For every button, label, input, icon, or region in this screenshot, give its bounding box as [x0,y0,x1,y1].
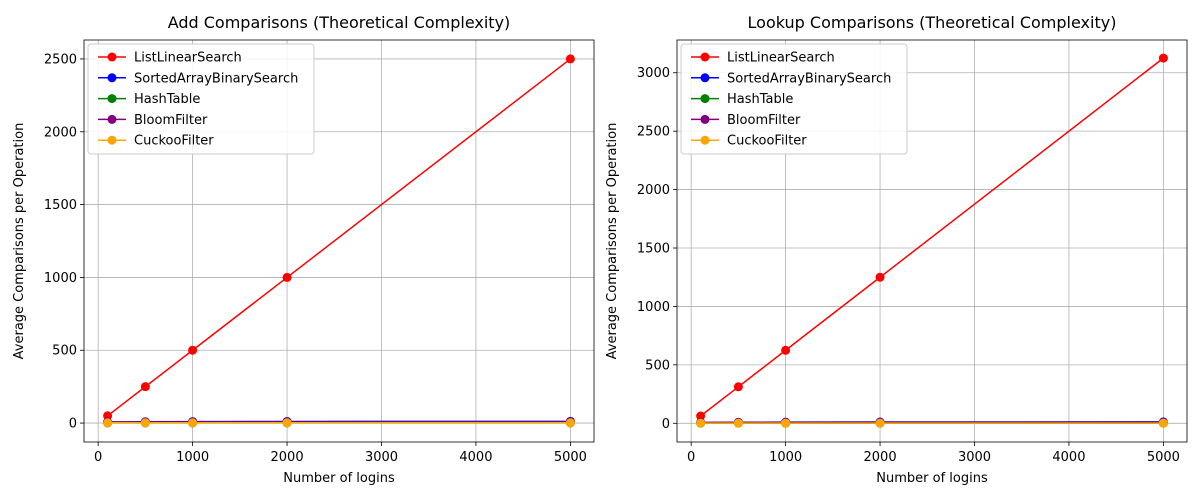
data-point-ListLinearSearch [733,382,743,392]
x-tick-label: 3000 [365,450,398,465]
legend-label: SortedArrayBinarySearch [727,71,891,86]
x-tick-label: 5000 [554,450,587,465]
y-tick-label: 1000 [44,271,77,286]
y-tick-label: 500 [52,344,77,359]
x-tick-label: 0 [687,450,695,465]
y-tick-label: 1000 [637,300,670,315]
legend-label: ListLinearSearch [134,51,242,66]
chart-title: Add Comparisons (Theoretical Complexity) [168,13,511,32]
y-tick-label: 1500 [637,242,670,257]
x-axis-label: Number of logins [876,471,988,486]
legend-label: HashTable [727,92,793,107]
legend: ListLinearSearch SortedArrayBinarySearch H… [87,43,315,155]
chart-panel-2: 0 1000 2000 3000 4000 5000 0 500 1000 1500 2000 250… [605,13,1188,486]
data-point-CuckooFilter [1158,418,1168,428]
legend-label: BloomFilter [134,113,208,128]
y-tick-label: 2500 [44,52,77,67]
data-point-CuckooFilter [781,418,791,428]
legend-label: ListLinearSearch [727,51,835,66]
y-tick-label: 1500 [44,198,77,213]
legend-marker-BloomFilter [107,114,117,124]
data-point-CuckooFilter [103,418,113,428]
y-tick-label: 0 [69,417,77,432]
x-axis-label: Number of logins [283,471,395,486]
legend-box [87,43,315,155]
legend-marker-CuckooFilter [107,135,117,145]
axes-frame [83,39,595,443]
data-point-CuckooFilter [140,418,150,428]
axes-frame [676,39,1188,443]
y-tick-label: 2000 [637,183,670,198]
data-point-ListLinearSearch [282,272,292,282]
data-point-ListLinearSearch [696,411,706,421]
data-point-ListLinearSearch [1158,53,1168,63]
legend-marker-SortedArrayBinarySearch [107,73,117,83]
data-point-CuckooFilter [696,418,706,428]
data-point-ListLinearSearch [188,345,198,355]
data-point-CuckooFilter [282,418,292,428]
legend: ListLinearSearch SortedArrayBinarySearch H… [680,43,908,155]
legend-marker-ListLinearSearch [107,52,117,62]
chart-panel-1: 0 1000 2000 3000 4000 5000 0 500 1000 1500 2000 250… [12,13,595,486]
x-tick-label: 2000 [271,450,304,465]
y-tick-label: 2500 [637,125,670,140]
legend-marker-BloomFilter [700,114,710,124]
x-tick-label: 1000 [176,450,209,465]
y-tick-label: 2000 [44,125,77,140]
x-tick-label: 1000 [769,450,802,465]
x-tick-label: 3000 [958,450,991,465]
y-axis-label: Average Comparisons per Operation [605,123,620,360]
data-point-ListLinearSearch [140,382,150,392]
legend-marker-ListLinearSearch [700,52,710,62]
data-point-ListLinearSearch [565,54,575,64]
x-tick-label: 4000 [1052,450,1085,465]
y-tick-label: 3000 [637,66,670,81]
x-tick-label: 0 [94,450,102,465]
data-point-CuckooFilter [188,418,198,428]
legend-marker-SortedArrayBinarySearch [700,73,710,83]
data-point-ListLinearSearch [875,272,885,282]
legend-label: CuckooFilter [134,134,214,149]
legend-label: BloomFilter [727,113,801,128]
legend-label: SortedArrayBinarySearch [134,71,298,86]
legend-box [680,43,908,155]
x-tick-label: 2000 [864,450,897,465]
legend-label: CuckooFilter [727,134,807,149]
x-tick-label: 5000 [1147,450,1180,465]
data-point-CuckooFilter [733,418,743,428]
y-tick-label: 500 [645,358,670,373]
legend-marker-CuckooFilter [700,135,710,145]
data-point-ListLinearSearch [781,345,791,355]
chart-title: Lookup Comparisons (Theoretical Complexi… [748,13,1117,32]
y-axis-label: Average Comparisons per Operation [12,123,27,360]
legend-label: HashTable [134,92,200,107]
data-point-CuckooFilter [565,418,575,428]
legend-marker-HashTable [107,94,117,104]
y-tick-label: 0 [662,417,670,432]
data-point-ListLinearSearch [103,411,113,421]
legend-marker-HashTable [700,94,710,104]
data-point-CuckooFilter [875,418,885,428]
x-tick-label: 4000 [459,450,492,465]
